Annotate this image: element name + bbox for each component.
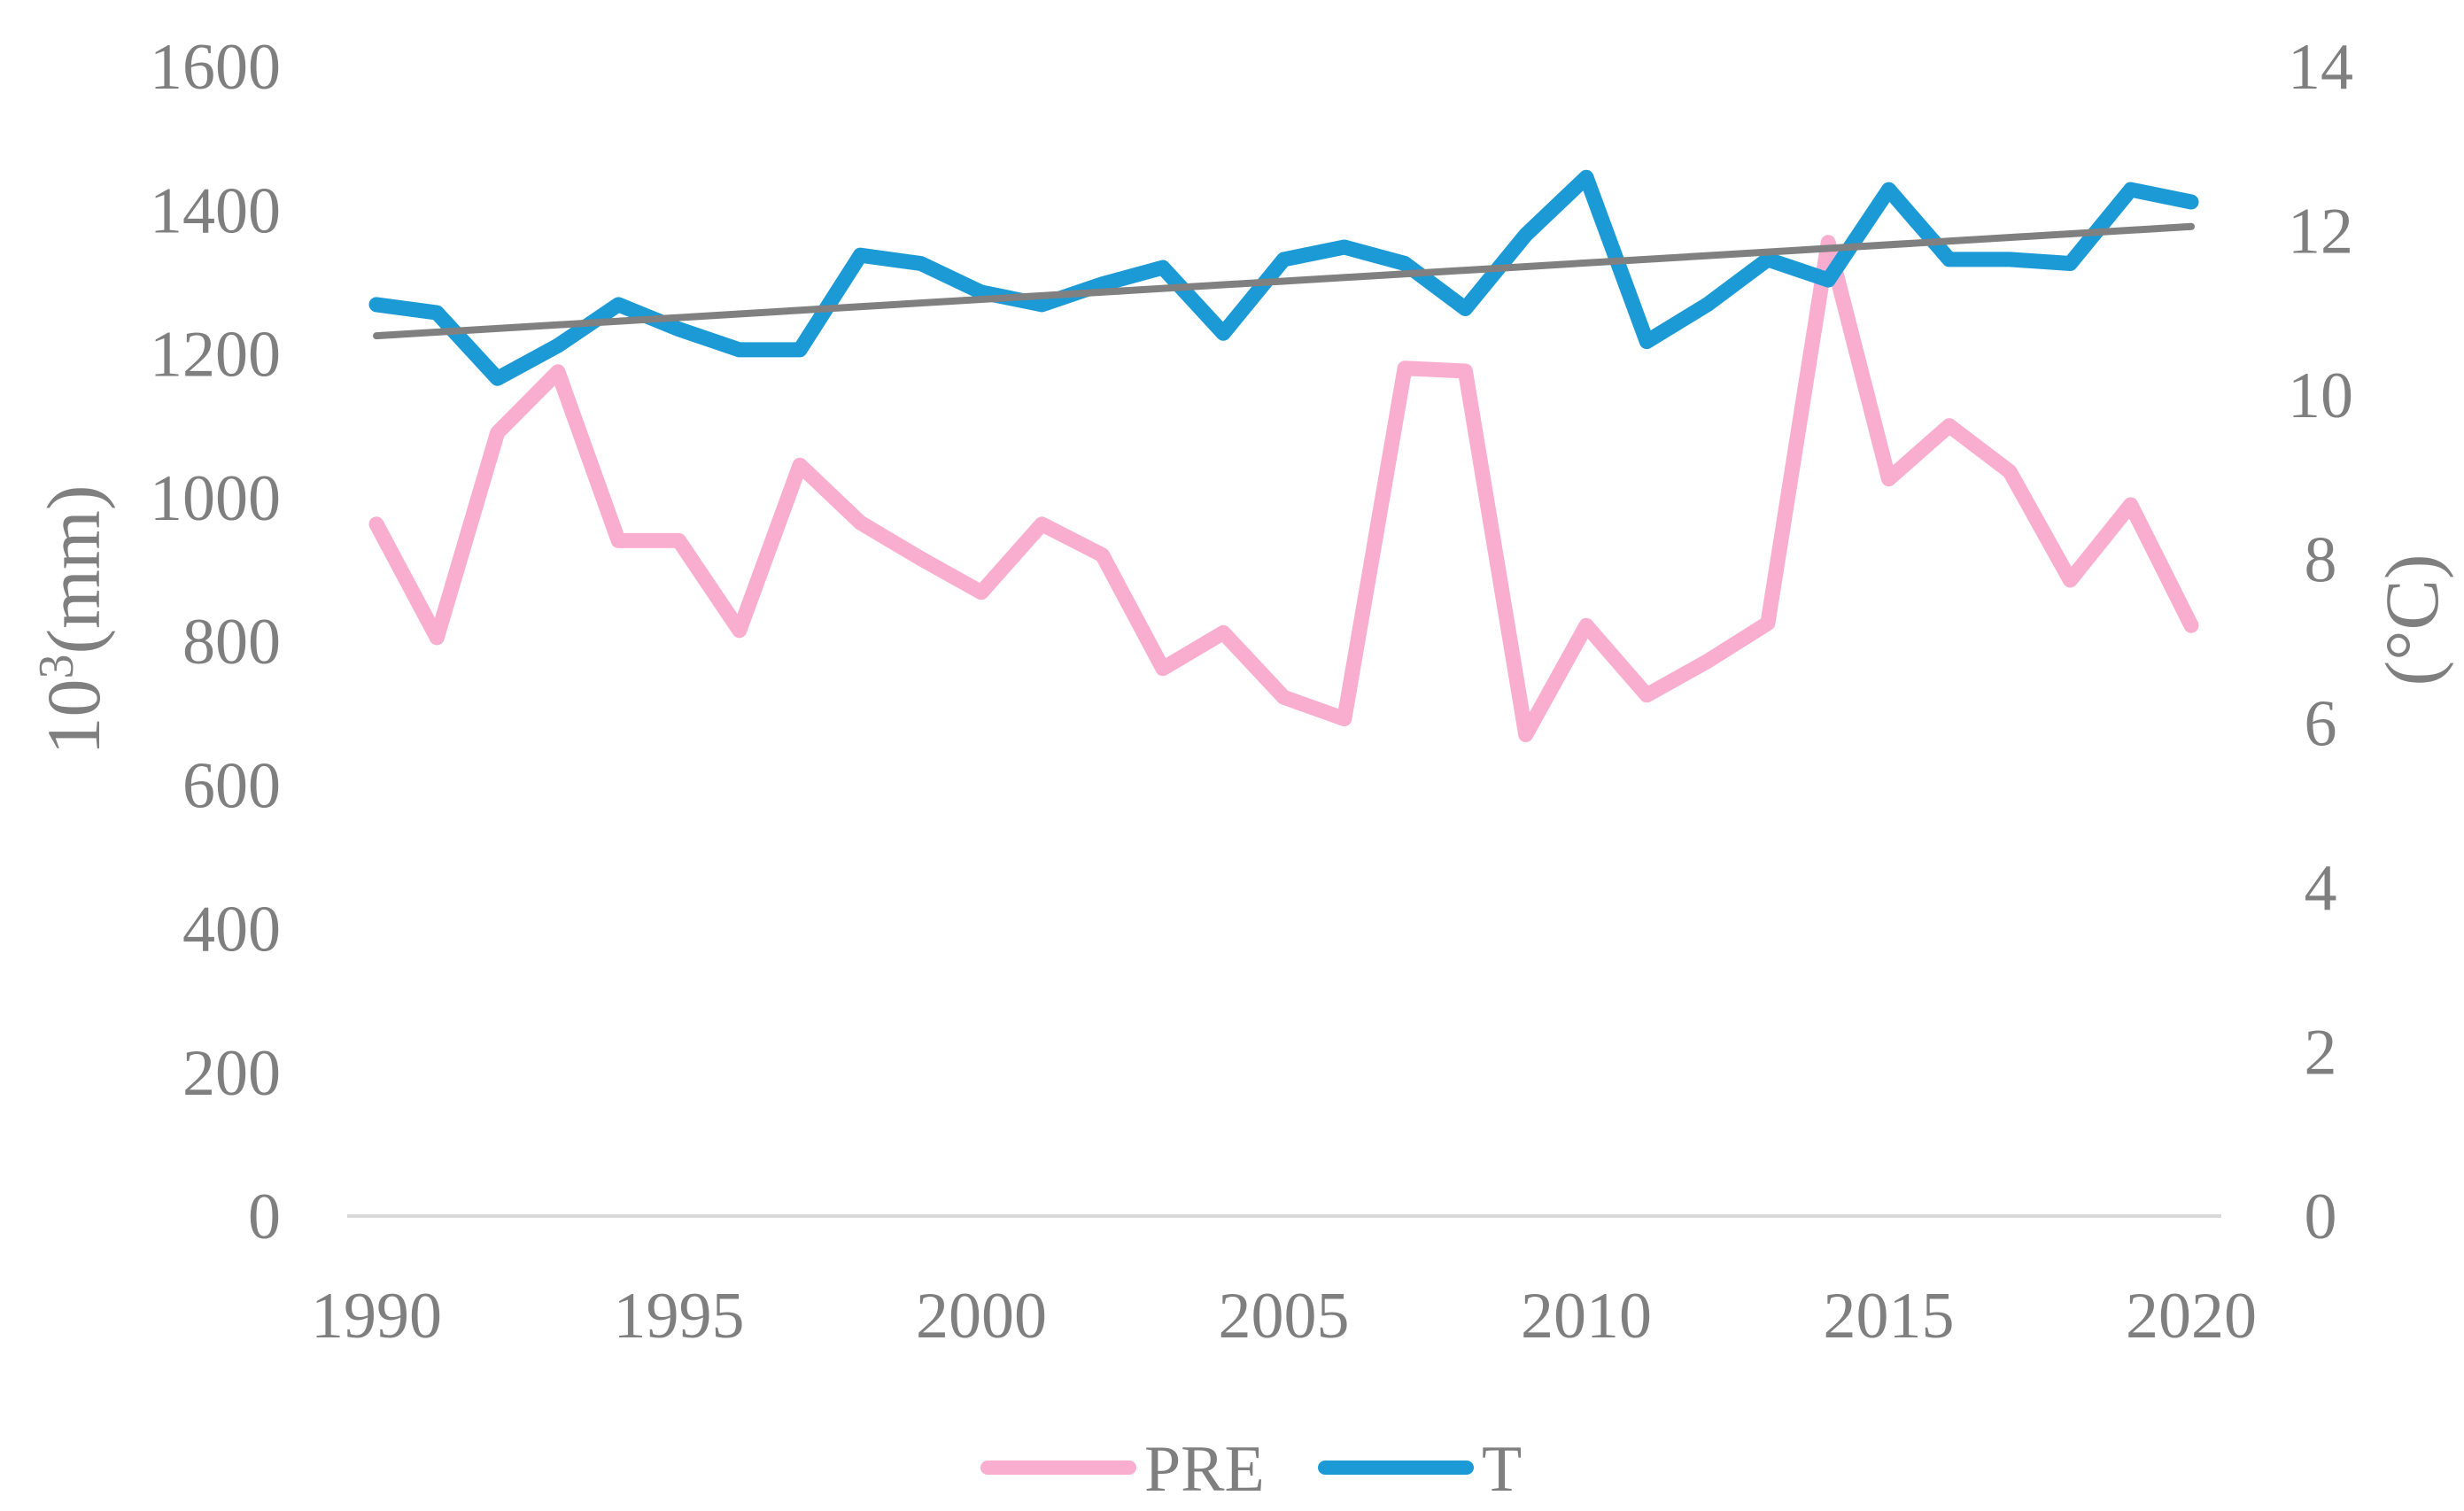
left-y-tick-label: 1000 xyxy=(150,462,281,535)
right-y-tick-label: 2 xyxy=(2305,1017,2337,1089)
trendline-t xyxy=(373,222,2195,340)
left-y-tick-label: 1600 xyxy=(150,31,281,104)
left-y-tick-label: 800 xyxy=(182,606,281,678)
x-tick-label: 2015 xyxy=(1824,1280,1955,1352)
x-tick-label: 1995 xyxy=(614,1280,745,1352)
series-layer xyxy=(368,169,2199,742)
left-y-tick-label: 600 xyxy=(182,749,281,822)
x-tick-label: 2010 xyxy=(1521,1280,1652,1352)
legend-label-t: T xyxy=(1482,1433,1522,1506)
left-y-axis-ticks: 0 200 400 600 800 1000 1200 1400 1600 xyxy=(150,31,281,1253)
x-axis-ticks: 1990 1995 2000 2005 2010 2015 2020 xyxy=(311,1280,2257,1352)
x-tick-label: 2020 xyxy=(2126,1280,2257,1352)
right-y-tick-label: 0 xyxy=(2305,1181,2337,1253)
left-y-tick-label: 1400 xyxy=(150,174,281,247)
right-y-tick-label: 10 xyxy=(2288,360,2353,432)
right-y-tick-label: 14 xyxy=(2288,31,2353,104)
x-tick-label: 2005 xyxy=(1219,1280,1350,1352)
x-tick-label: 1990 xyxy=(311,1280,442,1352)
right-y-axis-title: (°C) xyxy=(2369,554,2454,686)
left-y-tick-label: 0 xyxy=(248,1181,281,1253)
legend-label-pre: PRE xyxy=(1144,1433,1265,1506)
series-line-t xyxy=(368,169,2199,386)
left-y-tick-label: 200 xyxy=(182,1037,281,1110)
right-y-tick-label: 4 xyxy=(2305,852,2337,925)
right-y-tick-label: 12 xyxy=(2288,195,2353,267)
right-y-tick-label: 6 xyxy=(2305,688,2337,761)
right-y-tick-label: 8 xyxy=(2305,523,2337,596)
left-y-tick-label: 400 xyxy=(182,894,281,966)
right-y-axis-ticks: 0 2 4 6 8 10 12 14 xyxy=(2288,31,2353,1253)
left-y-axis-title: 103(mm) xyxy=(29,484,116,755)
series-line-pre xyxy=(368,235,2199,742)
legend: PRE T xyxy=(980,1433,1522,1506)
left-y-tick-label: 1200 xyxy=(150,319,281,391)
x-tick-label: 2000 xyxy=(916,1280,1047,1352)
